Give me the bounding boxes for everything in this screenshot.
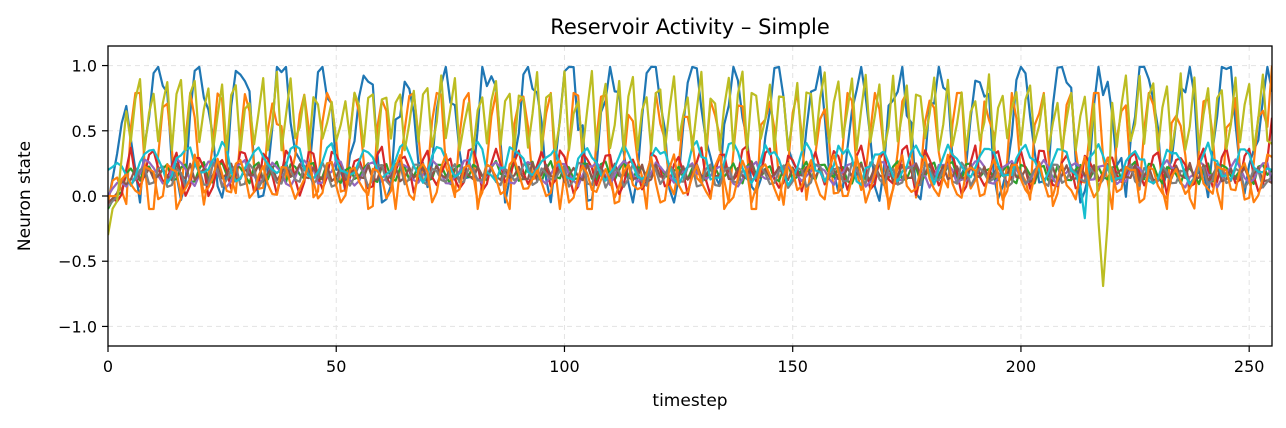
series-line-10 xyxy=(108,69,1272,288)
y-axis-label: Neuron state xyxy=(15,141,35,251)
x-axis-ticks: 0 50 100 150 200 250 xyxy=(103,346,1265,376)
y-tick-label: −0.5 xyxy=(58,252,97,271)
x-axis-label: timestep xyxy=(652,391,727,411)
x-tick-label: 250 xyxy=(1234,357,1265,376)
y-tick-label: 0.5 xyxy=(72,122,97,141)
chart-title: Reservoir Activity – Simple xyxy=(550,15,830,39)
x-tick-label: 100 xyxy=(549,357,580,376)
y-axis-ticks: −1.0 −0.5 0.0 0.5 1.0 xyxy=(58,57,108,336)
x-tick-label: 50 xyxy=(326,357,346,376)
series-layer xyxy=(108,65,1272,288)
x-tick-label: 200 xyxy=(1006,357,1037,376)
y-tick-label: 1.0 xyxy=(72,57,97,76)
y-tick-label: −1.0 xyxy=(58,317,97,336)
x-tick-label: 0 xyxy=(103,357,113,376)
series-line-9 xyxy=(108,153,1272,204)
x-tick-label: 150 xyxy=(777,357,808,376)
series-line-7 xyxy=(108,161,1272,208)
y-tick-label: 0.0 xyxy=(72,187,97,206)
